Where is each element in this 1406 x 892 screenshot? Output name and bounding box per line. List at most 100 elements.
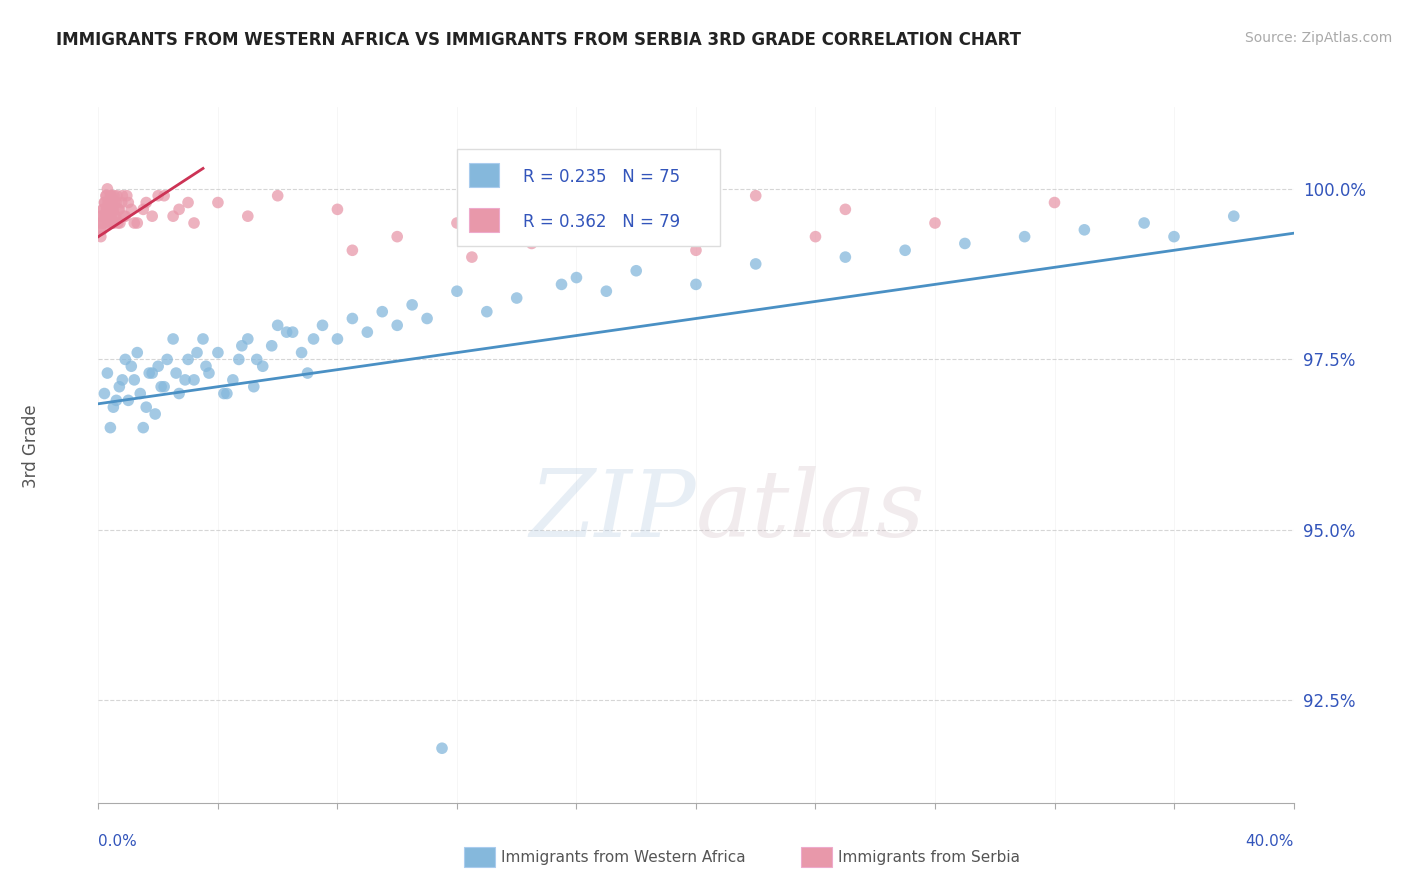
Point bbox=[100, 188, 122, 202]
Point bbox=[98, 188, 122, 202]
Point bbox=[150, 380, 173, 394]
Point bbox=[186, 345, 208, 359]
Point bbox=[100, 209, 122, 223]
Point bbox=[143, 407, 166, 421]
Point bbox=[97, 216, 120, 230]
Point bbox=[148, 359, 170, 374]
Point bbox=[326, 202, 349, 217]
Point bbox=[94, 209, 117, 223]
Point bbox=[183, 373, 205, 387]
Point bbox=[536, 195, 558, 210]
Point bbox=[89, 216, 111, 230]
Point bbox=[311, 318, 333, 333]
Text: Source: ZipAtlas.com: Source: ZipAtlas.com bbox=[1244, 31, 1392, 45]
Text: ZIP: ZIP bbox=[529, 466, 696, 556]
Point bbox=[97, 202, 120, 217]
Point bbox=[252, 359, 274, 374]
Point bbox=[90, 229, 112, 244]
Text: R = 0.362   N = 79: R = 0.362 N = 79 bbox=[523, 213, 681, 231]
Point bbox=[132, 202, 155, 217]
Text: IMMIGRANTS FROM WESTERN AFRICA VS IMMIGRANTS FROM SERBIA 3RD GRADE CORRELATION C: IMMIGRANTS FROM WESTERN AFRICA VS IMMIGR… bbox=[56, 31, 1021, 49]
Point bbox=[120, 202, 142, 217]
Point bbox=[162, 332, 184, 346]
Point bbox=[141, 366, 163, 380]
Point bbox=[103, 400, 125, 414]
Point bbox=[93, 195, 115, 210]
Point bbox=[207, 345, 229, 359]
Point bbox=[267, 188, 290, 202]
Point bbox=[127, 216, 149, 230]
Text: Immigrants from Serbia: Immigrants from Serbia bbox=[838, 850, 1019, 864]
Point bbox=[108, 380, 131, 394]
Point bbox=[834, 202, 856, 217]
Point bbox=[101, 202, 124, 217]
Point bbox=[91, 223, 114, 237]
Point bbox=[111, 188, 134, 202]
Point bbox=[215, 386, 238, 401]
Point bbox=[191, 332, 214, 346]
Point bbox=[167, 386, 190, 401]
Point bbox=[834, 250, 856, 264]
Point bbox=[260, 339, 283, 353]
Point bbox=[93, 216, 115, 230]
Point bbox=[685, 244, 707, 258]
Text: 40.0%: 40.0% bbox=[1246, 834, 1294, 849]
Point bbox=[101, 216, 124, 230]
Point bbox=[153, 188, 176, 202]
Point bbox=[117, 195, 139, 210]
Point bbox=[114, 352, 136, 367]
Point bbox=[129, 386, 152, 401]
Point bbox=[103, 216, 125, 230]
Point bbox=[135, 400, 157, 414]
Point bbox=[1222, 209, 1246, 223]
Point bbox=[565, 223, 588, 237]
Bar bbox=[470, 208, 499, 232]
Point bbox=[97, 216, 120, 230]
Point bbox=[103, 188, 125, 202]
Bar bbox=[470, 162, 499, 187]
Point bbox=[342, 311, 364, 326]
Point bbox=[1014, 229, 1036, 244]
Point bbox=[385, 229, 409, 244]
Point bbox=[276, 325, 298, 339]
Point bbox=[595, 284, 617, 298]
Point bbox=[112, 209, 135, 223]
Text: 3rd Grade: 3rd Grade bbox=[22, 404, 39, 488]
Text: atlas: atlas bbox=[696, 466, 925, 556]
Point bbox=[174, 373, 197, 387]
Point bbox=[105, 195, 128, 210]
Point bbox=[222, 373, 245, 387]
Point bbox=[98, 195, 121, 210]
Point bbox=[745, 188, 768, 202]
Point bbox=[624, 209, 647, 223]
Point bbox=[124, 216, 146, 230]
Point bbox=[105, 188, 128, 202]
Point bbox=[96, 366, 118, 380]
Point bbox=[94, 188, 117, 202]
Point bbox=[177, 352, 200, 367]
Point bbox=[111, 195, 134, 210]
Point bbox=[385, 318, 409, 333]
Point bbox=[207, 195, 229, 210]
Point bbox=[108, 202, 131, 217]
Point bbox=[416, 311, 439, 326]
Point bbox=[165, 366, 187, 380]
Point bbox=[894, 244, 917, 258]
Point bbox=[103, 202, 125, 217]
Point bbox=[194, 359, 218, 374]
Point bbox=[98, 202, 121, 217]
Point bbox=[91, 216, 114, 230]
Point bbox=[177, 195, 200, 210]
Point bbox=[90, 209, 112, 223]
Text: R = 0.235   N = 75: R = 0.235 N = 75 bbox=[523, 168, 681, 186]
FancyBboxPatch shape bbox=[457, 149, 720, 246]
Point bbox=[212, 386, 235, 401]
Point bbox=[141, 209, 163, 223]
Point bbox=[90, 209, 112, 223]
Point bbox=[117, 393, 139, 408]
Point bbox=[1163, 229, 1185, 244]
Point bbox=[342, 244, 364, 258]
Point bbox=[236, 332, 259, 346]
Point bbox=[104, 209, 127, 223]
Point bbox=[89, 223, 111, 237]
